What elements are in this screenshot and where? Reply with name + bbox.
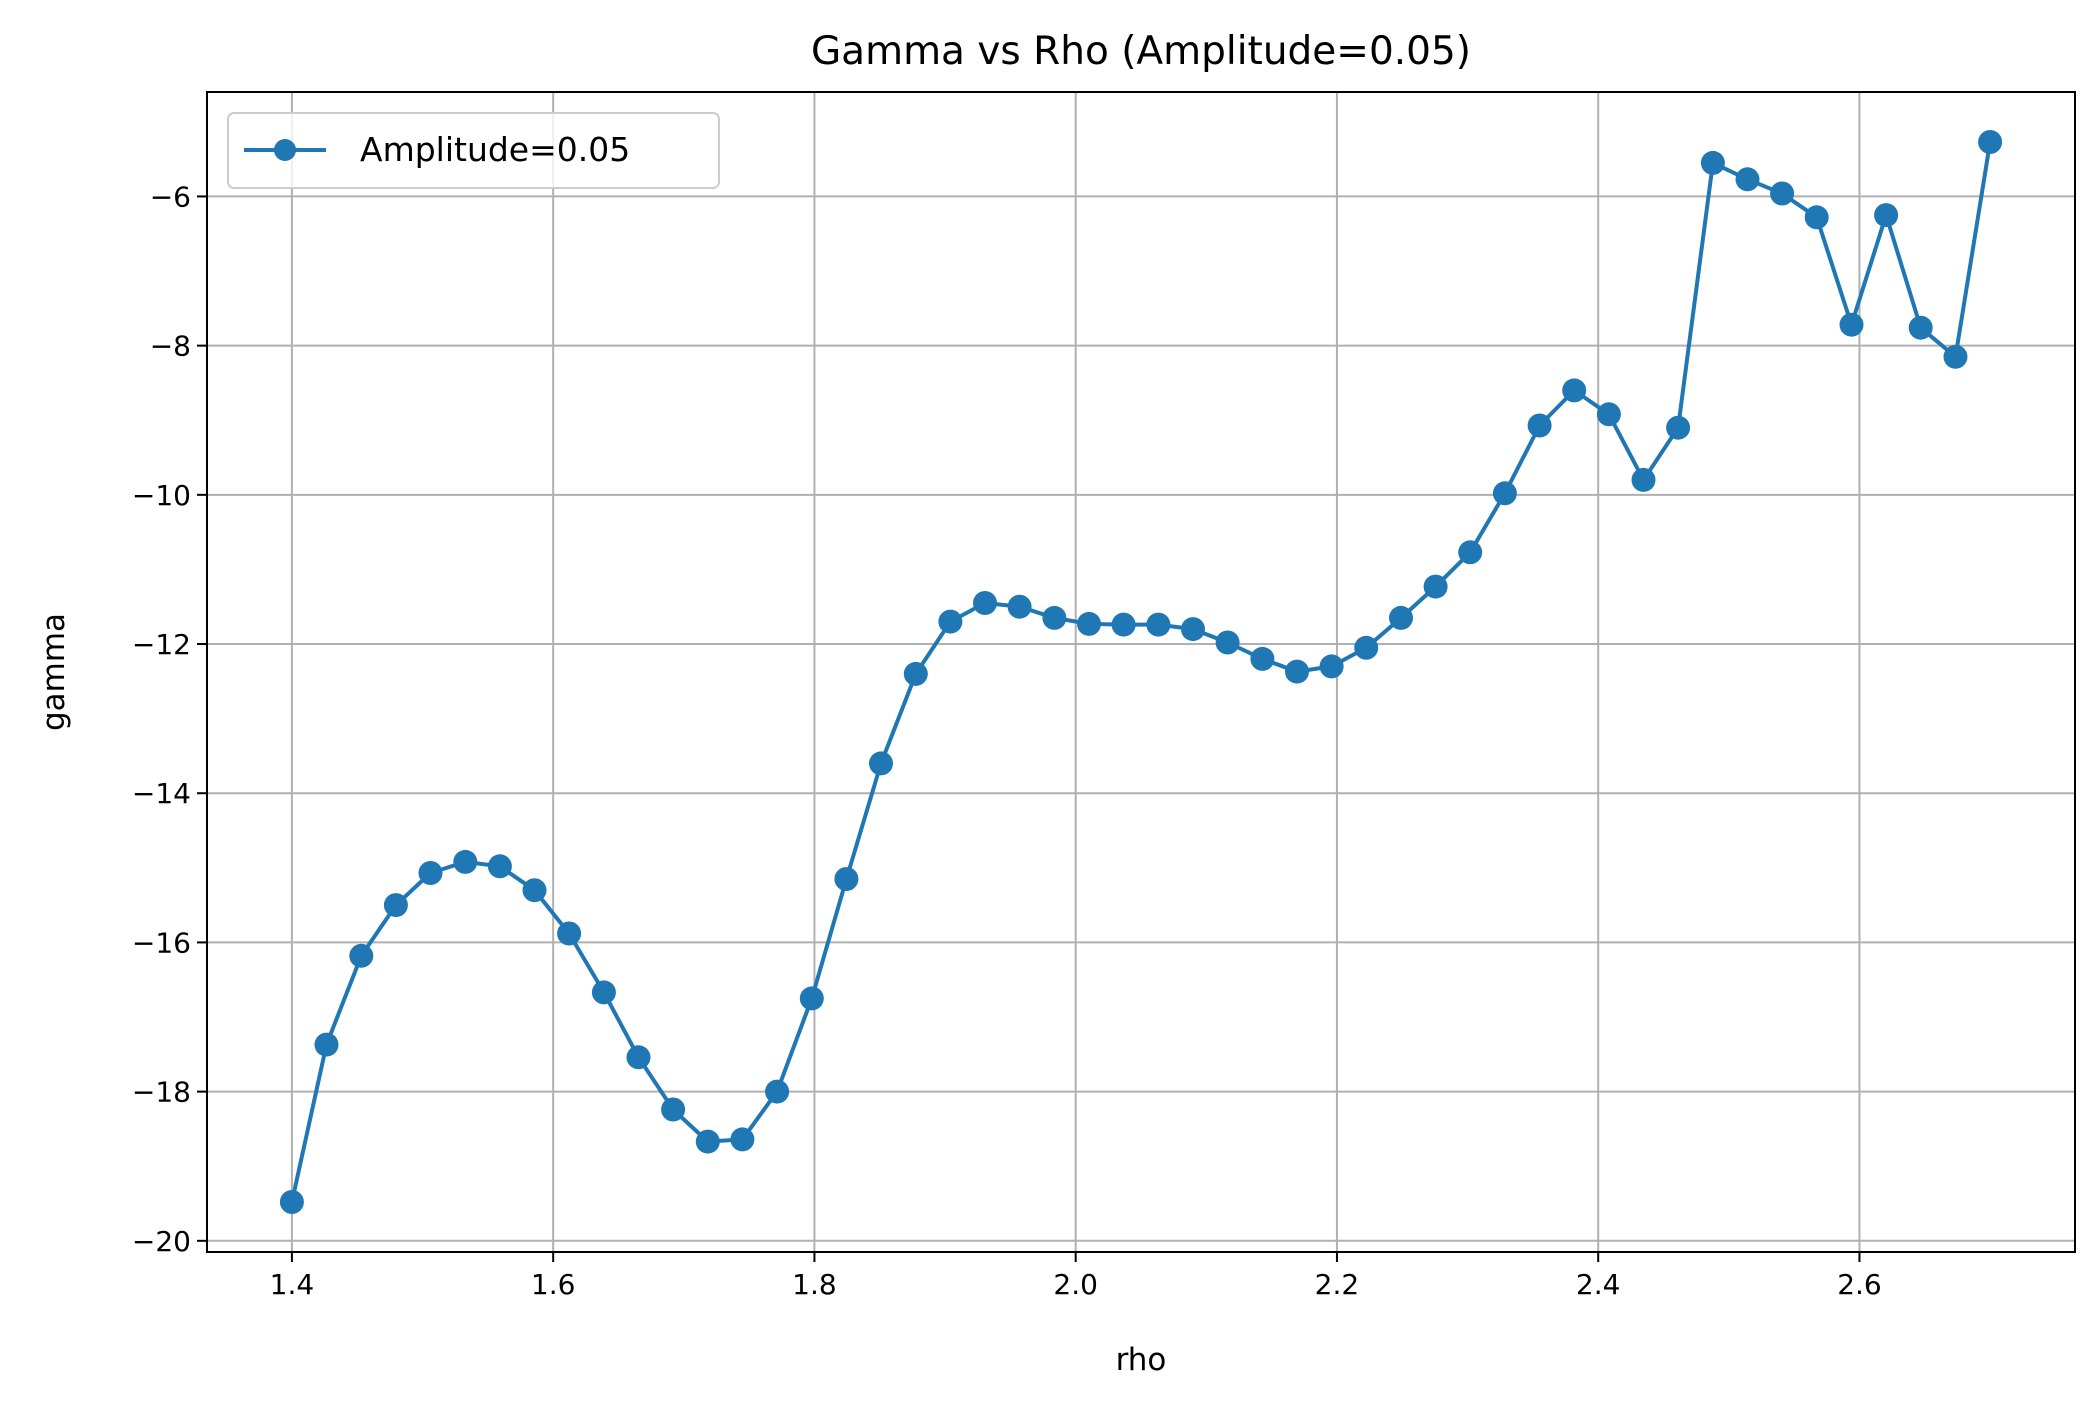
data-point xyxy=(799,986,824,1011)
data-point xyxy=(591,980,616,1005)
y-axis-label: gamma xyxy=(36,613,72,731)
data-point xyxy=(1978,130,2003,154)
data-point xyxy=(1492,481,1517,506)
data-point xyxy=(938,609,963,634)
data-point xyxy=(1319,654,1344,679)
data-point xyxy=(869,751,893,776)
y-tick-label: −18 xyxy=(132,1076,191,1109)
data-point xyxy=(1770,181,1795,206)
data-point xyxy=(973,591,997,615)
x-tick-label: 2.2 xyxy=(1315,1268,1360,1301)
data-point xyxy=(557,921,582,946)
data-point xyxy=(626,1045,651,1070)
x-tick-label: 1.4 xyxy=(270,1268,315,1301)
data-point xyxy=(1735,167,1760,192)
series-layer xyxy=(279,130,2003,1214)
data-point xyxy=(834,867,859,891)
data-point xyxy=(1908,315,1933,340)
legend-label: Amplitude=0.05 xyxy=(360,130,630,169)
data-point xyxy=(1943,344,1968,369)
axis-ticks: 1.4 1.6 1.8 2.0 2.2 2.4 2.6 −20 −18 −16 −14 −12 −10 −… xyxy=(132,180,1882,1301)
data-point xyxy=(1562,378,1587,403)
y-tick-label: −14 xyxy=(132,777,191,810)
x-tick-label: 1.6 xyxy=(531,1268,576,1301)
y-tick-label: −10 xyxy=(132,479,191,512)
y-tick-label: −12 xyxy=(132,628,191,661)
data-point xyxy=(1389,605,1413,630)
data-point xyxy=(903,661,928,686)
x-tick-label: 2.0 xyxy=(1053,1268,1098,1301)
data-point xyxy=(661,1097,686,1122)
data-point xyxy=(1596,402,1621,427)
legend-point-marker xyxy=(274,139,296,161)
data-point xyxy=(487,854,512,879)
legend-box xyxy=(227,112,720,189)
data-point xyxy=(730,1127,755,1152)
data-point xyxy=(1181,617,1205,642)
data-point xyxy=(1804,205,1829,230)
data-point xyxy=(279,1190,304,1214)
data-point xyxy=(1839,312,1864,337)
data-point xyxy=(695,1129,720,1154)
data-point xyxy=(349,943,374,968)
data-point xyxy=(1354,635,1379,660)
data-point xyxy=(1250,646,1275,671)
data-point xyxy=(383,893,408,918)
data-point xyxy=(1874,203,1899,228)
x-axis-label: rho xyxy=(1116,1342,1167,1378)
data-point xyxy=(1631,467,1656,492)
y-tick-label: −8 xyxy=(150,330,191,363)
data-point xyxy=(1111,612,1136,637)
data-point xyxy=(1666,415,1691,440)
data-point xyxy=(1285,659,1309,684)
data-point xyxy=(418,861,443,885)
data-point xyxy=(1007,594,1032,619)
data-point xyxy=(522,878,547,903)
data-point xyxy=(1527,413,1552,438)
x-tick-label: 2.4 xyxy=(1576,1268,1621,1301)
plot-area-frame xyxy=(206,91,2076,1253)
data-point xyxy=(453,849,478,874)
data-point xyxy=(1077,611,1101,636)
data-point xyxy=(1215,630,1240,655)
data-point xyxy=(1042,605,1067,630)
data-point xyxy=(1146,612,1171,637)
y-tick-label: −16 xyxy=(132,926,191,959)
y-tick-label: −6 xyxy=(150,180,191,213)
x-tick-label: 2.6 xyxy=(1837,1268,1882,1301)
data-point xyxy=(1423,574,1448,599)
data-point xyxy=(1700,150,1725,175)
legend: Amplitude=0.05 xyxy=(227,112,720,189)
chart-title: Gamma vs Rho (Amplitude=0.05) xyxy=(811,29,1471,74)
data-point xyxy=(1458,540,1483,565)
x-tick-label: 1.8 xyxy=(792,1268,837,1301)
y-tick-label: −20 xyxy=(132,1225,191,1258)
data-point xyxy=(765,1079,790,1104)
data-point xyxy=(314,1032,339,1057)
